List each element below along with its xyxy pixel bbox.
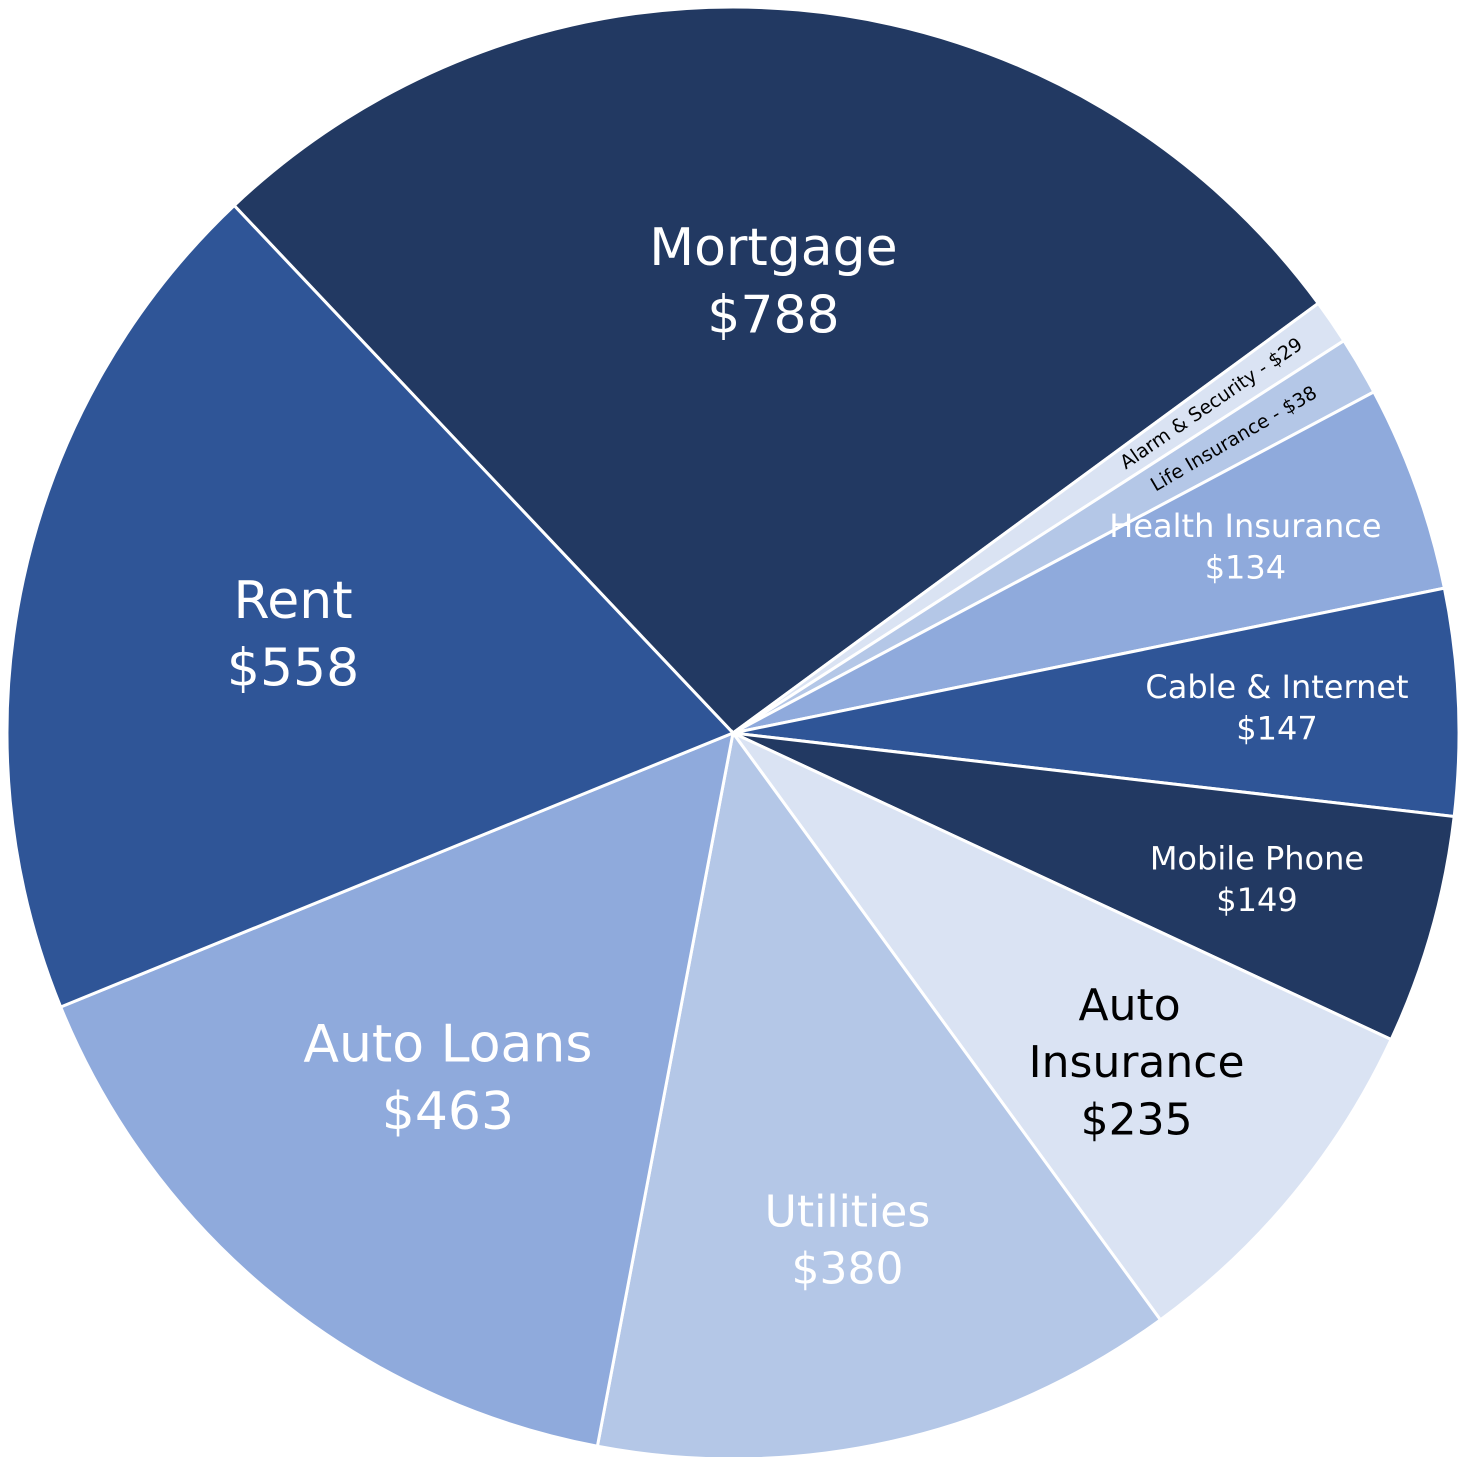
pie-slice bbox=[732, 389, 1447, 735]
pie-slice bbox=[232, 5, 1321, 735]
pie-slice bbox=[5, 203, 736, 1009]
slice-value-label: $147 bbox=[1236, 710, 1317, 748]
slice-label: Auto Insurance bbox=[1029, 980, 1245, 1088]
slice-value-label: $788 bbox=[707, 286, 839, 346]
pie-slice bbox=[728, 729, 1394, 1322]
pie-slice bbox=[58, 730, 735, 1448]
slice-value-label: $558 bbox=[227, 639, 359, 699]
slice-label: Cable & Internet bbox=[1145, 668, 1408, 706]
slice-value-label: $235 bbox=[1081, 1094, 1193, 1145]
slice-value-label: $134 bbox=[1205, 549, 1286, 587]
slice-label: Health Insurance bbox=[1109, 507, 1381, 545]
slice-label: Auto Loans bbox=[303, 1015, 592, 1075]
slice-value-label: $380 bbox=[791, 1244, 903, 1295]
slice-label: Utilities bbox=[765, 1186, 931, 1237]
slice-label: Rent bbox=[233, 571, 352, 631]
pie-slice bbox=[732, 731, 1456, 1042]
slice-label: Mobile Phone bbox=[1150, 839, 1364, 877]
slice-value-label: $149 bbox=[1216, 881, 1297, 919]
slice-label: Mortgage bbox=[649, 218, 897, 278]
pie-slice bbox=[595, 729, 1163, 1461]
pie-slice bbox=[732, 586, 1461, 819]
slice-value-label: $463 bbox=[382, 1082, 514, 1142]
